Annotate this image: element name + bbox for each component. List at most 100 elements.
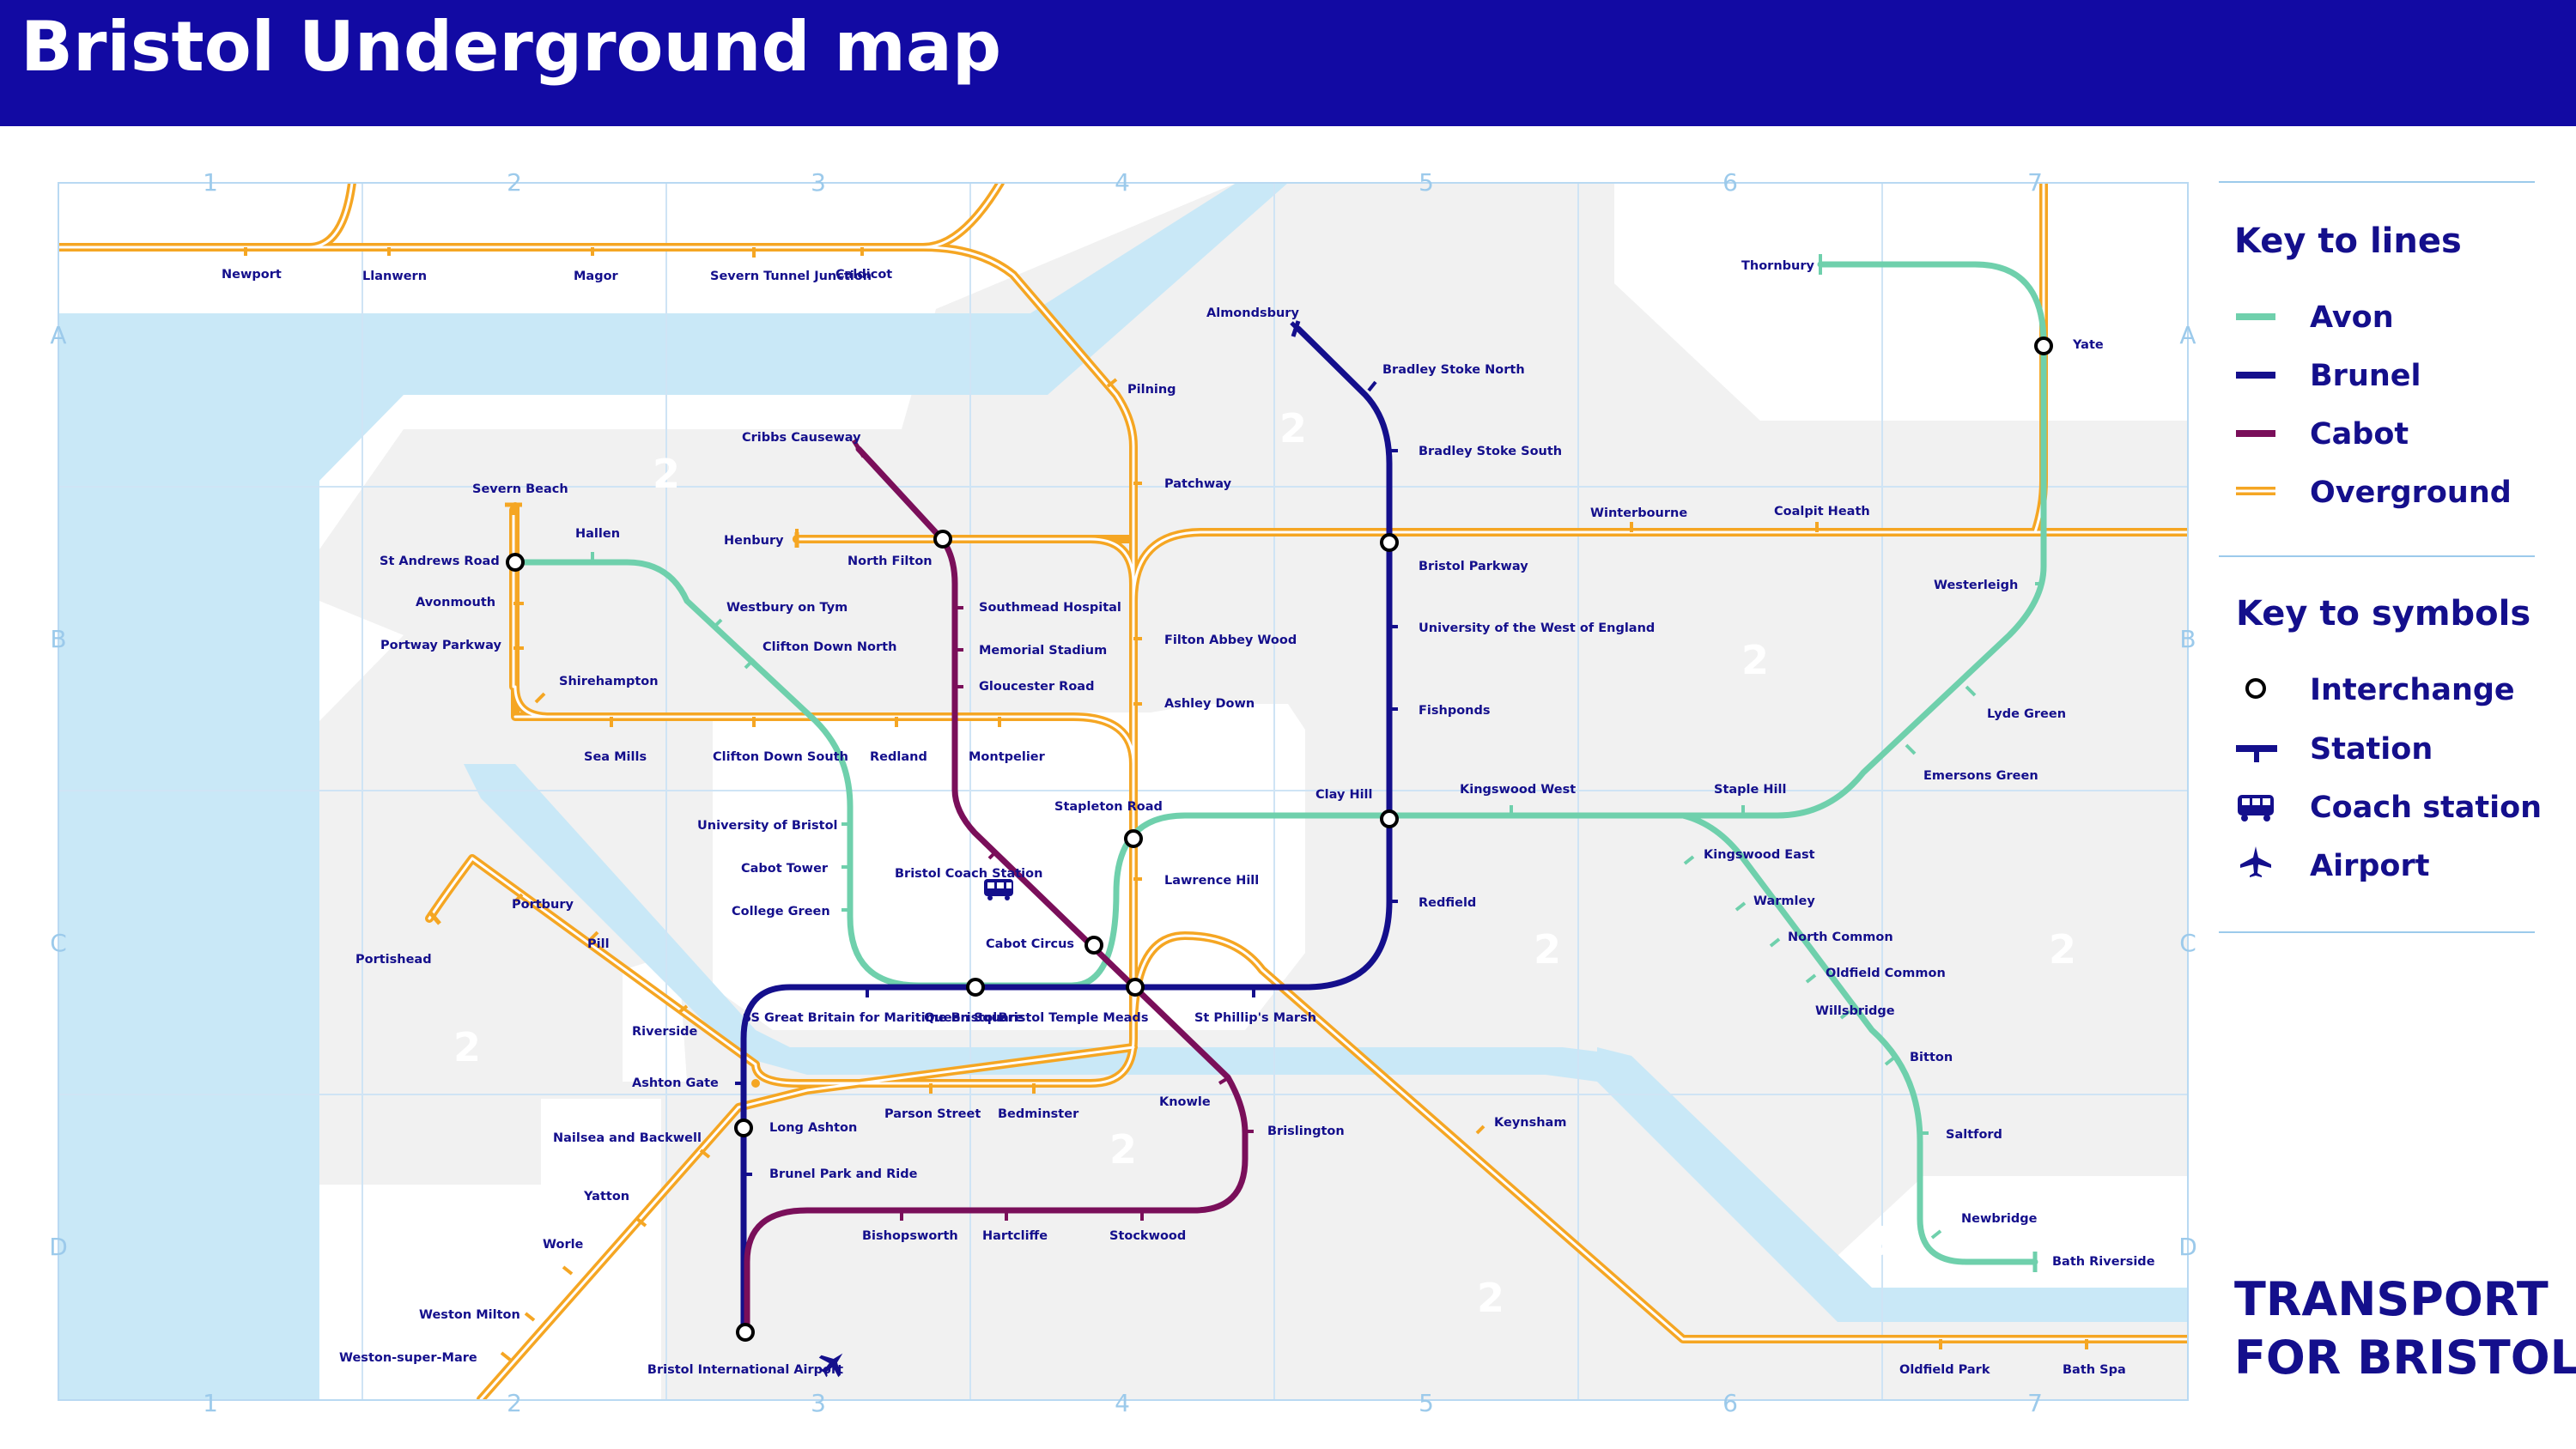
station-label: Patchway [1164, 477, 1232, 491]
station-label: North Filton [848, 555, 933, 568]
station-label: University of the West of England [1419, 621, 1655, 635]
station-label: Westerleigh [1934, 579, 2018, 592]
station-label: Lyde Green [1987, 707, 2066, 721]
zone-label: 3 [498, 193, 526, 239]
station-label: Henbury [724, 534, 784, 548]
station-label: Bradley Stoke North [1382, 363, 1525, 377]
coach-icon [2238, 795, 2274, 822]
station-label: Pilning [1127, 383, 1176, 397]
station-label: Yate [2072, 338, 2104, 352]
cabot-line [744, 446, 1249, 1336]
station-label: Westbury on Tym [726, 601, 848, 615]
zone-label: 1 [783, 926, 811, 973]
station-label: Stapleton Road [1054, 800, 1163, 814]
station-label: Parson Street [884, 1107, 981, 1121]
station-label: Kingswood East [1704, 848, 1815, 862]
station-label: Yatton [583, 1190, 629, 1203]
key-symbols-heading: Key to symbols [2236, 594, 2530, 634]
station-label: Severn Beach [472, 482, 568, 496]
interchange-bristol-airport [736, 1323, 755, 1342]
station-label: Bath Riverside [2052, 1255, 2155, 1269]
station-label: Bristol Temple Meads [999, 1011, 1149, 1025]
station-label: Bristol Coach Station [895, 867, 1042, 881]
station-label: Shirehampton [559, 675, 659, 688]
grid-col-label: 1 [203, 1389, 218, 1417]
station-label: Clay Hill [1315, 788, 1373, 802]
station-label: Gloucester Road [979, 680, 1094, 694]
station-label: Worle [543, 1238, 584, 1252]
grid-col-label: 4 [1115, 1389, 1130, 1417]
grid-col-label: 6 [1722, 168, 1738, 197]
station-label: Pill [587, 937, 610, 951]
zone-label: 3 [1920, 319, 1947, 366]
grid-row-label: D [2178, 1233, 2197, 1261]
avon-line [512, 261, 2047, 1265]
station-label: Montpelier [969, 750, 1046, 764]
zone-label: 3 [399, 1216, 427, 1263]
key-interchange-label: Interchange [2310, 673, 2515, 707]
zone-label: 2 [2049, 926, 2076, 973]
grid-col-label: 3 [811, 1389, 826, 1417]
station-label: Bitton [1910, 1051, 1953, 1064]
station-label: Thornbury [1741, 259, 1815, 273]
station-label: Bishopsworth [862, 1229, 958, 1243]
station-label: Long Ashton [769, 1121, 857, 1135]
airport-icon [2240, 846, 2271, 877]
station-label: Kingswood West [1460, 783, 1576, 797]
interchange-north-filton [933, 530, 952, 549]
interchange-bristol-temple-meads [1126, 978, 1145, 997]
station-label: Oldfield Park [1899, 1363, 1990, 1377]
station-label: Magor [574, 270, 619, 283]
station-label: Cabot Tower [741, 862, 829, 876]
grid-col-label: 6 [1722, 1389, 1738, 1417]
station-label: College Green [732, 905, 830, 919]
key-lines-heading: Key to lines [2234, 221, 2462, 261]
station-label: Keynsham [1494, 1116, 1566, 1130]
brand-line-2: FOR BRISTOL [2234, 1331, 2576, 1385]
station-label: Ashley Down [1164, 697, 1255, 711]
station-label: Almondsbury [1206, 306, 1299, 320]
grid-col-label: 7 [2027, 168, 2043, 197]
grid-references: 1 2 3 4 5 6 7 1 2 3 4 5 6 7 A B C D A B … [49, 168, 2197, 1417]
grid-row-label: D [49, 1233, 68, 1261]
grid-row-label: B [2179, 625, 2196, 653]
station-label: Winterbourne [1590, 506, 1687, 520]
station-label: Memorial Stadium [979, 644, 1107, 658]
grid-lines [58, 183, 2188, 1400]
interchange-cabot-circus [1084, 936, 1103, 955]
interchange-stations [506, 336, 2053, 1342]
grid-row-label: A [2179, 321, 2196, 349]
station-label: Bristol Parkway [1419, 560, 1528, 573]
station-label: Redland [870, 750, 927, 764]
station-label: St Andrews Road [380, 555, 500, 568]
station-label: Portishead [355, 953, 432, 967]
station-label: Portway Parkway [380, 639, 501, 652]
station-label: Weston-super-Mare [339, 1351, 477, 1365]
station-label: Knowle [1159, 1095, 1211, 1109]
station-label: Llanwern [362, 270, 427, 283]
station-label: Bradley Stoke South [1419, 445, 1562, 458]
map-border [58, 182, 2189, 1401]
station-label: Ashton Gate [632, 1076, 719, 1090]
station-label: Sea Mills [584, 750, 647, 764]
zone-label: 2 [1534, 926, 1561, 973]
grid-col-label: 7 [2027, 1389, 2043, 1417]
station-label: Fishponds [1419, 704, 1491, 718]
station-label: Lawrence Hill [1164, 874, 1259, 888]
station-label: Weston Milton [419, 1308, 520, 1322]
station-ticks [244, 247, 2088, 1361]
station-label: Newport [222, 268, 282, 282]
zone-label: 2 [1741, 637, 1769, 683]
grid-row-label: B [50, 625, 66, 653]
station-label: Filton Abbey Wood [1164, 634, 1297, 647]
station-label: Caldicot [835, 268, 892, 282]
station-label: Redfield [1419, 896, 1476, 910]
overground-line [58, 183, 2188, 1400]
interchange-st-andrews-road [506, 553, 525, 572]
station-label: St Phillip's Marsh [1194, 1011, 1316, 1025]
grid-row-label: C [2179, 929, 2196, 957]
coach-icon [984, 879, 1013, 900]
station-label: Queen Square [924, 1011, 1024, 1025]
airport-icon [818, 1353, 843, 1378]
